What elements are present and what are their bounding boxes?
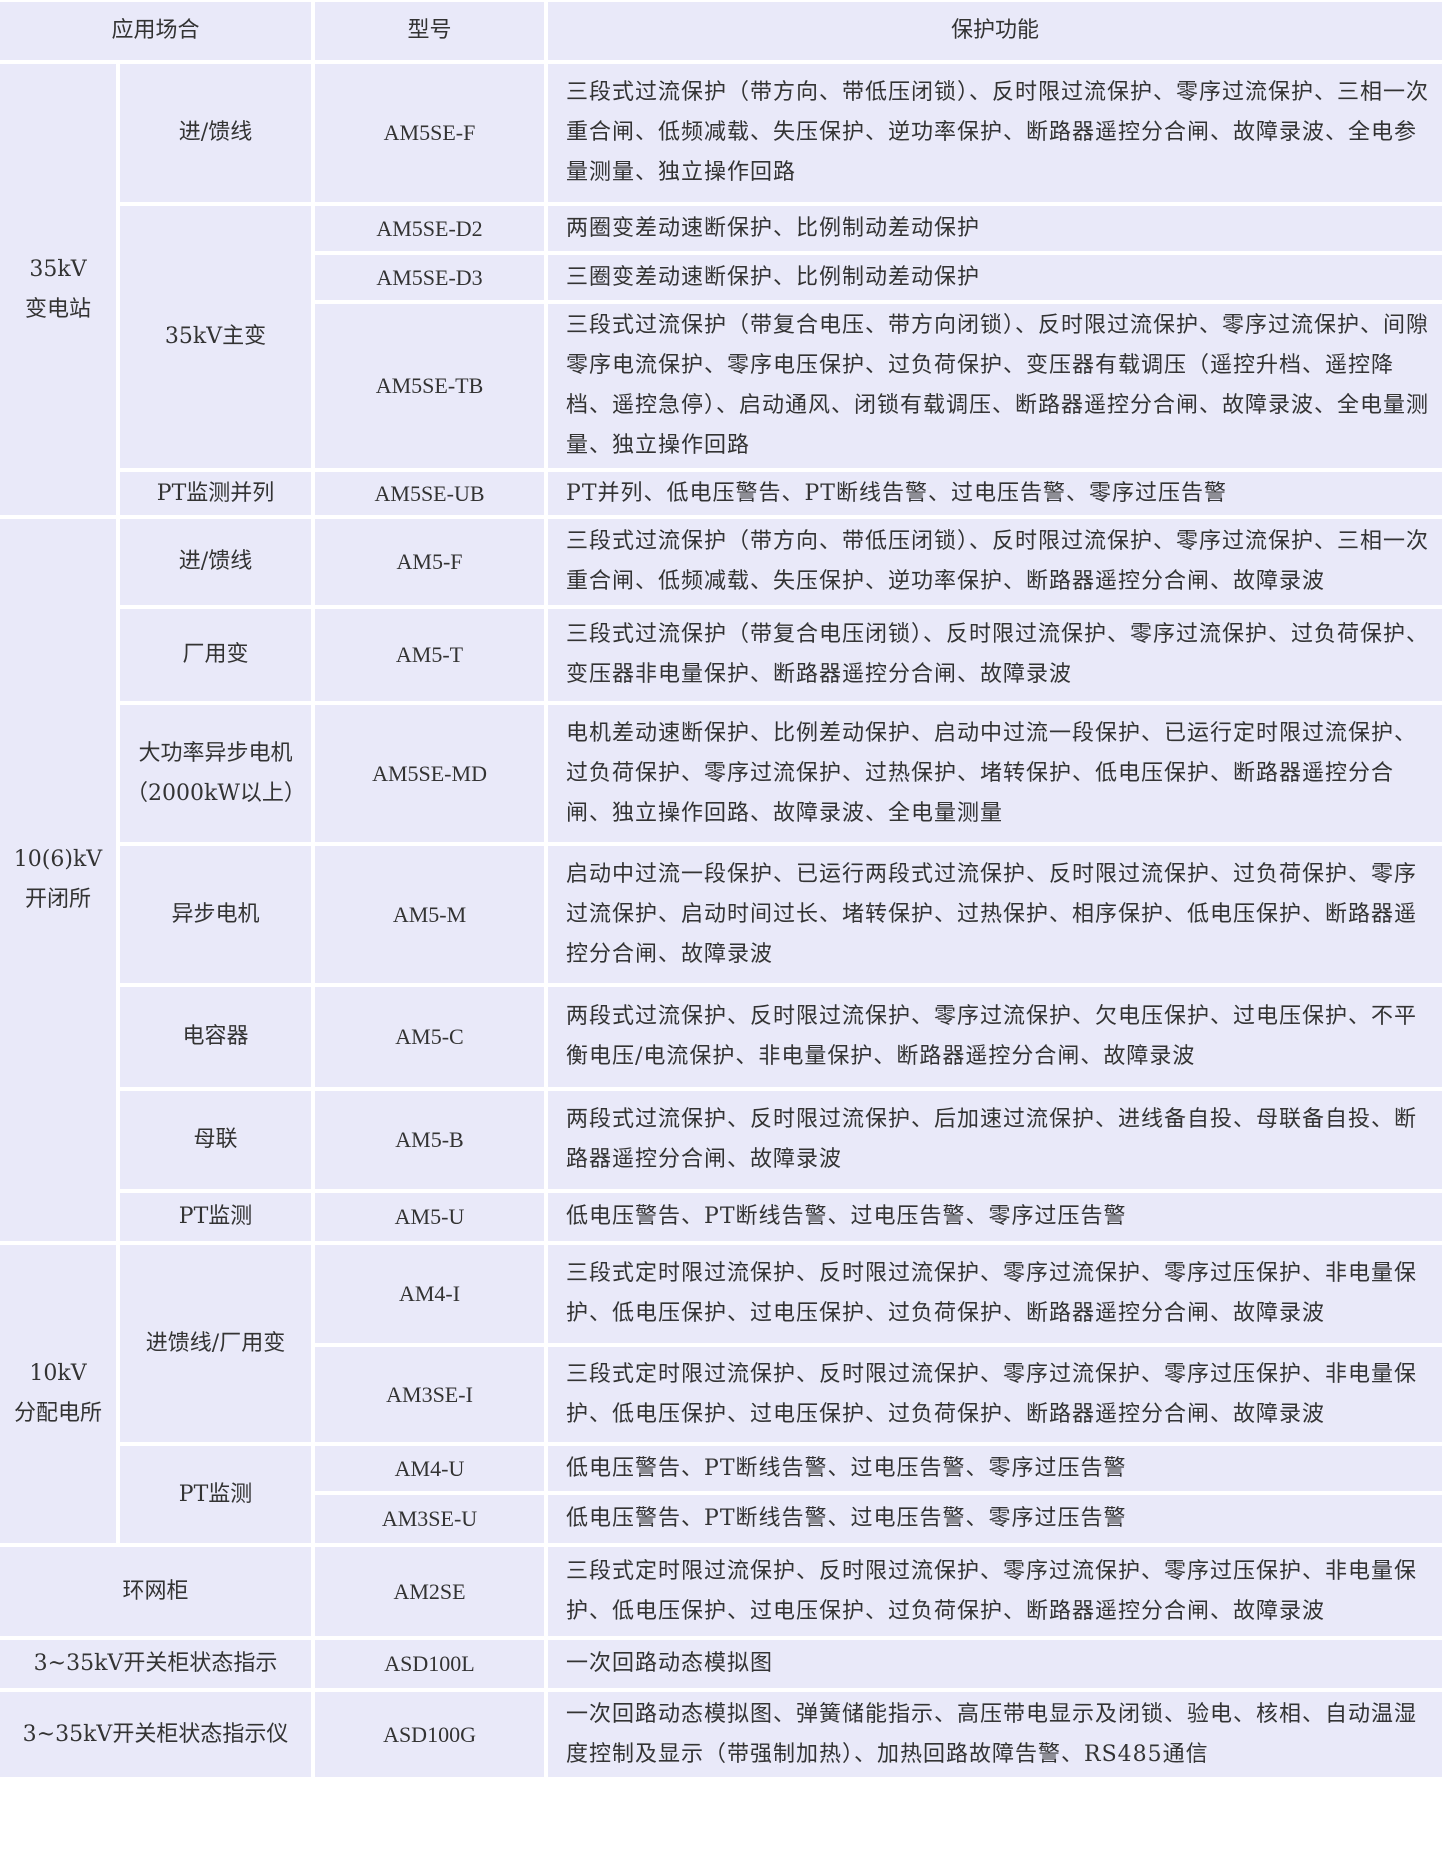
function-cell: 三段式过流保护（带方向、带低压闭锁）、反时限过流保护、零序过流保护、三相一次重合… — [548, 519, 1442, 605]
function-cell: 三段式过流保护（带复合电压、带方向闭锁）、反时限过流保护、零序过流保护、间隙零序… — [548, 304, 1442, 468]
sub-scene: 35kV主变 — [120, 206, 312, 468]
sub-scene: PT监测并列 — [120, 472, 312, 515]
model-cell: AM5SE-TB — [315, 304, 545, 468]
model-cell: AM5SE-MD — [315, 705, 545, 842]
header-function: 保护功能 — [548, 2, 1442, 60]
function-cell: 电机差动速断保护、比例差动保护、启动中过流一段保护、已运行定时限过流保护、过负荷… — [548, 705, 1442, 842]
model-cell: AM5-U — [315, 1193, 545, 1241]
table-row: 异步电机 AM5-M 启动中过流一段保护、已运行两段式过流保护、反时限过流保护、… — [0, 846, 1442, 983]
group-status-indicator-device: 3~35kV开关柜状态指示仪 — [0, 1692, 312, 1777]
sub-scene: 进/馈线 — [120, 64, 312, 202]
function-cell: 两圈变差动速断保护、比例制动差动保护 — [548, 206, 1442, 251]
model-cell: AM5SE-D3 — [315, 255, 545, 300]
function-cell: 启动中过流一段保护、已运行两段式过流保护、反时限过流保护、过负荷保护、零序过流保… — [548, 846, 1442, 983]
sub-scene: 母联 — [120, 1091, 312, 1189]
model-cell: AM3SE-I — [315, 1347, 545, 1442]
function-cell: 一次回路动态模拟图、弹簧储能指示、高压带电显示及闭锁、验电、核相、自动温湿度控制… — [548, 1692, 1442, 1777]
model-cell: ASD100L — [315, 1640, 545, 1688]
model-cell: AM5-B — [315, 1091, 545, 1189]
table-row: AM3SE-U 低电压警告、PT断线告警、过电压告警、零序过压告警 — [0, 1495, 1442, 1543]
table-row: 3~35kV开关柜状态指示 ASD100L 一次回路动态模拟图 — [0, 1640, 1442, 1688]
model-cell: AM5-C — [315, 987, 545, 1087]
table-row: 大功率异步电机（2000kW以上） AM5SE-MD 电机差动速断保护、比例差动… — [0, 705, 1442, 842]
header-scene: 应用场合 — [0, 2, 312, 60]
model-cell: AM5-T — [315, 609, 545, 701]
function-cell: 三圈变差动速断保护、比例制动差动保护 — [548, 255, 1442, 300]
table-row: PT监测并列 AM5SE-UB PT并列、低电压警告、PT断线告警、过电压告警、… — [0, 472, 1442, 515]
function-cell: 两段式过流保护、反时限过流保护、零序过流保护、欠电压保护、过电压保护、不平衡电压… — [548, 987, 1442, 1087]
model-cell: AM5SE-F — [315, 64, 545, 202]
table-header: 应用场合 型号 保护功能 — [0, 2, 1442, 60]
model-cell: AM4-U — [315, 1446, 545, 1491]
function-cell: 三段式过流保护（带复合电压闭锁）、反时限过流保护、零序过流保护、过负荷保护、变压… — [548, 609, 1442, 701]
model-cell: AM5-F — [315, 519, 545, 605]
model-cell: AM4-I — [315, 1245, 545, 1343]
function-cell: 低电压警告、PT断线告警、过电压告警、零序过压告警 — [548, 1446, 1442, 1491]
table-row: 电容器 AM5-C 两段式过流保护、反时限过流保护、零序过流保护、欠电压保护、过… — [0, 987, 1442, 1087]
function-cell: 两段式过流保护、反时限过流保护、后加速过流保护、进线备自投、母联备自投、断路器遥… — [548, 1091, 1442, 1189]
function-cell: 三段式定时限过流保护、反时限过流保护、零序过流保护、零序过压保护、非电量保护、低… — [548, 1245, 1442, 1343]
function-cell: 三段式过流保护（带方向、带低压闭锁）、反时限过流保护、零序过流保护、三相一次重合… — [548, 64, 1442, 202]
table-row: 10kV 分配电所 进馈线/厂用变 AM4-I 三段式定时限过流保护、反时限过流… — [0, 1245, 1442, 1543]
table-row: AM5SE-D3 三圈变差动速断保护、比例制动差动保护 — [0, 255, 1442, 300]
table-row: AM3SE-I 三段式定时限过流保护、反时限过流保护、零序过流保护、零序过压保护… — [0, 1347, 1442, 1442]
group-10kv: 10kV 分配电所 — [0, 1245, 116, 1543]
table-row: PT监测 AM4-U 低电压警告、PT断线告警、过电压告警、零序过压告警 — [0, 1446, 1442, 1543]
function-cell: PT并列、低电压警告、PT断线告警、过电压告警、零序过压告警 — [548, 472, 1442, 515]
model-cell: AM5SE-D2 — [315, 206, 545, 251]
table-row: 35kV 变电站 进/馈线 AM5SE-F 三段式过流保护（带方向、带低压闭锁）… — [0, 64, 1442, 515]
function-cell: 三段式定时限过流保护、反时限过流保护、零序过流保护、零序过压保护、非电量保护、低… — [548, 1547, 1442, 1636]
function-cell: 三段式定时限过流保护、反时限过流保护、零序过流保护、零序过压保护、非电量保护、低… — [548, 1347, 1442, 1442]
table-row: 35kV主变 AM5SE-D2 两圈变差动速断保护、比例制动差动保护 — [0, 206, 1442, 468]
model-cell: ASD100G — [315, 1692, 545, 1777]
table-row: 环网柜 AM2SE 三段式定时限过流保护、反时限过流保护、零序过流保护、零序过压… — [0, 1547, 1442, 1636]
sub-scene: PT监测 — [120, 1193, 312, 1241]
sub-scene: 进/馈线 — [120, 519, 312, 605]
model-cell: AM3SE-U — [315, 1495, 545, 1543]
sub-scene: 异步电机 — [120, 846, 312, 983]
sub-scene: 进馈线/厂用变 — [120, 1245, 312, 1442]
table-row: AM5SE-TB 三段式过流保护（带复合电压、带方向闭锁）、反时限过流保护、零序… — [0, 304, 1442, 468]
group-ring-main: 环网柜 — [0, 1547, 312, 1636]
model-cell: AM5SE-UB — [315, 472, 545, 515]
group-10-6kv: 10(6)kV 开闭所 — [0, 519, 116, 1241]
model-cell: AM5-M — [315, 846, 545, 983]
model-cell: AM2SE — [315, 1547, 545, 1636]
table-row: 厂用变 AM5-T 三段式过流保护（带复合电压闭锁）、反时限过流保护、零序过流保… — [0, 609, 1442, 701]
table-row: 母联 AM5-B 两段式过流保护、反时限过流保护、后加速过流保护、进线备自投、母… — [0, 1091, 1442, 1189]
group-status-indicator: 3~35kV开关柜状态指示 — [0, 1640, 312, 1688]
table-row: PT监测 AM5-U 低电压警告、PT断线告警、过电压告警、零序过压告警 — [0, 1193, 1442, 1241]
group-35kv: 35kV 变电站 — [0, 64, 116, 515]
sub-scene: PT监测 — [120, 1446, 312, 1543]
sub-scene: 电容器 — [120, 987, 312, 1087]
function-cell: 一次回路动态模拟图 — [548, 1640, 1442, 1688]
header-model: 型号 — [315, 2, 545, 60]
sub-scene: 厂用变 — [120, 609, 312, 701]
protection-table: 应用场合 型号 保护功能 35kV 变电站 进/馈线 AM5SE-F 三段式过流… — [0, 2, 1442, 1777]
table-row: 10(6)kV 开闭所 进/馈线 AM5-F 三段式过流保护（带方向、带低压闭锁… — [0, 519, 1442, 1241]
table-row: 3~35kV开关柜状态指示仪 ASD100G 一次回路动态模拟图、弹簧储能指示、… — [0, 1692, 1442, 1777]
function-cell: 低电压警告、PT断线告警、过电压告警、零序过压告警 — [548, 1193, 1442, 1241]
sub-scene: 大功率异步电机（2000kW以上） — [120, 705, 312, 842]
function-cell: 低电压警告、PT断线告警、过电压告警、零序过压告警 — [548, 1495, 1442, 1543]
